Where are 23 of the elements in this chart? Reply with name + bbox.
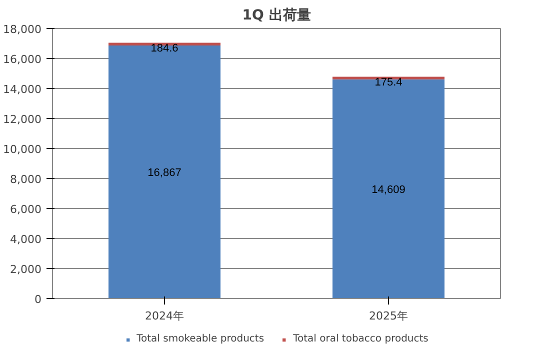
legend-label: Total smokeable products (136, 334, 264, 344)
y-tick-label: 14,000 (3, 83, 42, 96)
y-tick-label: 8,000 (10, 173, 42, 186)
bar (332, 76, 444, 80)
y-tick-label: 12,000 (3, 113, 42, 126)
y-tick-label: 16,000 (3, 53, 42, 66)
x-tick-label: 2024年 (145, 310, 184, 322)
x-tick-label: 2025年 (369, 310, 408, 322)
y-tick-label: 18,000 (3, 23, 42, 36)
chart-title: 1Q 出荷量 (242, 8, 311, 24)
bar (108, 42, 220, 46)
data-label: 16,867 (148, 166, 182, 179)
y-tick-label: 10,000 (3, 143, 42, 156)
data-label: 184.6 (150, 42, 178, 55)
y-tick-label: 2,000 (10, 263, 42, 276)
bar (108, 45, 220, 298)
y-tick-label: 0 (34, 293, 42, 306)
bar (332, 79, 444, 298)
legend-label: Total oral tobacco products (293, 334, 428, 344)
data-label: 14,609 (372, 184, 406, 196)
data-label: 175.4 (374, 76, 402, 89)
y-tick-label: 4,000 (10, 233, 42, 246)
y-tick-label: 6,000 (10, 203, 42, 216)
